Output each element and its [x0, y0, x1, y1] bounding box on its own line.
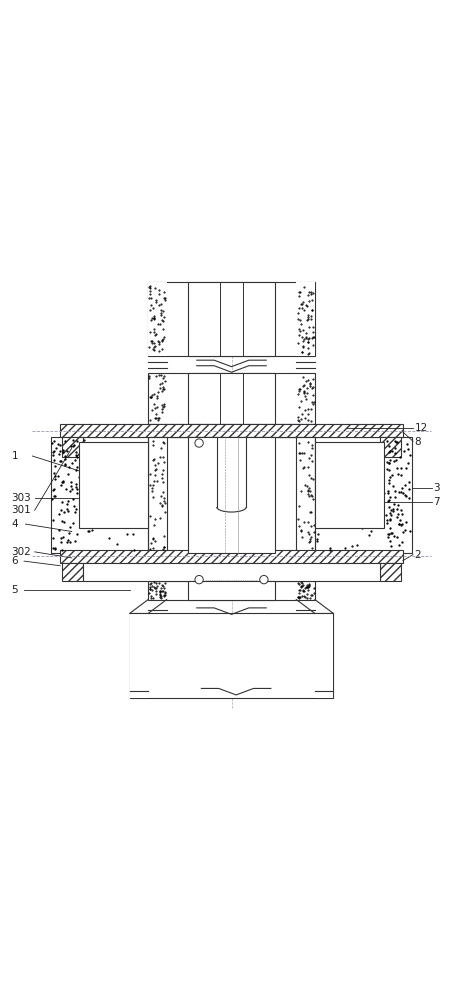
Text: 303: 303 — [12, 493, 31, 503]
Circle shape — [260, 575, 268, 584]
Text: 302: 302 — [12, 547, 31, 557]
Bar — [188, 282, 275, 356]
Bar — [188, 581, 275, 600]
Bar — [79, 442, 148, 528]
Bar — [148, 282, 315, 356]
Text: 8: 8 — [414, 437, 421, 447]
Bar — [315, 442, 384, 528]
Text: 12: 12 — [414, 423, 428, 433]
Bar — [60, 424, 403, 437]
Bar — [380, 563, 401, 581]
Bar — [296, 437, 315, 553]
Bar — [83, 563, 380, 581]
Text: 1: 1 — [12, 451, 18, 461]
Bar — [130, 613, 333, 698]
Text: 4: 4 — [12, 519, 18, 529]
Bar — [148, 581, 315, 600]
Bar — [62, 437, 83, 457]
Bar — [148, 437, 315, 553]
Text: 3: 3 — [433, 483, 439, 493]
Bar — [148, 282, 167, 356]
Bar — [315, 613, 333, 698]
Text: 6: 6 — [12, 556, 18, 566]
Bar — [188, 437, 275, 553]
Bar — [60, 550, 403, 563]
Bar — [296, 282, 315, 356]
Bar — [148, 437, 167, 553]
Bar — [62, 563, 83, 581]
Bar — [130, 613, 148, 698]
Bar — [188, 373, 275, 424]
Bar — [380, 437, 401, 457]
Bar — [148, 373, 315, 424]
Circle shape — [195, 575, 203, 584]
Text: 301: 301 — [12, 505, 31, 515]
Text: 5: 5 — [12, 585, 18, 595]
Bar — [51, 437, 412, 553]
Text: 2: 2 — [414, 550, 421, 560]
Circle shape — [195, 439, 203, 447]
Text: 7: 7 — [433, 497, 439, 507]
